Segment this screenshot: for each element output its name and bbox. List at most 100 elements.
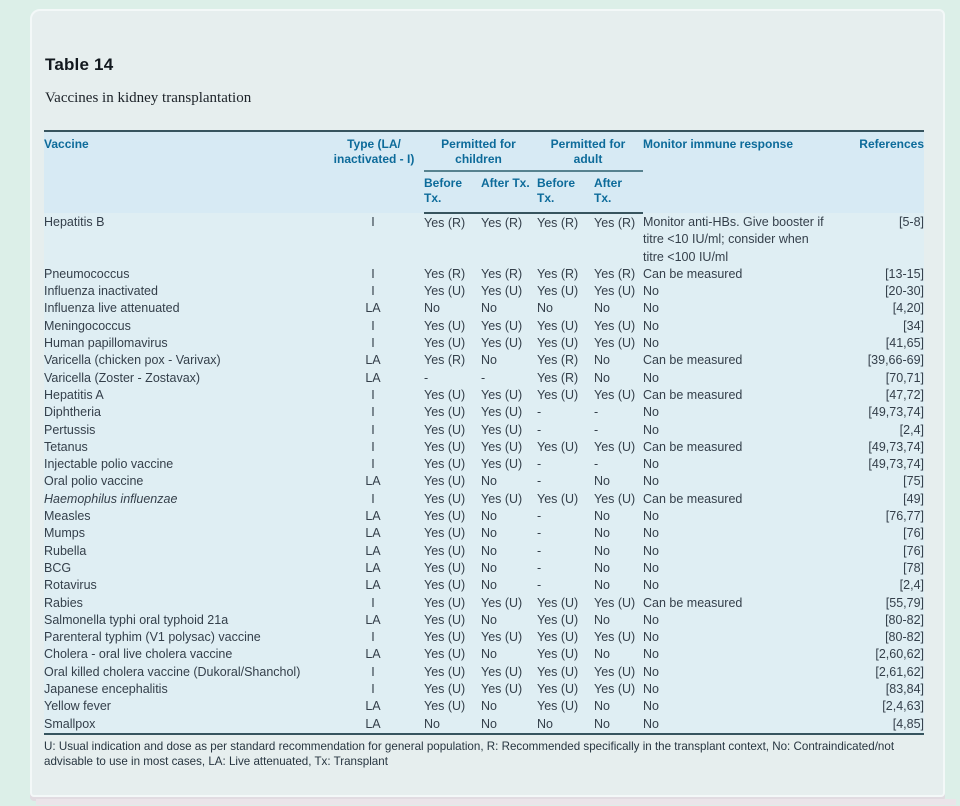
col-header-references: References xyxy=(859,137,924,151)
header-row-subcolumns: Before Tx. After Tx. Before Tx. After Tx… xyxy=(44,171,924,214)
cell-monitor: No xyxy=(643,318,659,333)
cell-adult-after: Yes (U) xyxy=(594,595,636,610)
cell-type: LA xyxy=(365,612,381,627)
cell-monitor: No xyxy=(643,301,659,316)
cell-child-before: - xyxy=(424,370,429,385)
cell-child-after: Yes (U) xyxy=(481,457,523,472)
cell-adult-after: Yes (U) xyxy=(594,336,636,351)
cell-adult-after: Yes (R) xyxy=(594,266,636,281)
cell-monitor: No xyxy=(643,405,659,420)
cell-vaccine: Tetanus xyxy=(44,439,88,454)
cell-monitor: No xyxy=(643,543,659,558)
cell-type: I xyxy=(371,682,375,697)
cell-refs: [49,73,74] xyxy=(868,439,924,454)
cell-vaccine: Injectable polio vaccine xyxy=(44,457,174,472)
cell-adult-after: No xyxy=(594,370,610,385)
cell-child-after: Yes (U) xyxy=(481,595,523,610)
cell-refs: [5-8] xyxy=(898,215,924,229)
col-header-children-after-tx: After Tx. xyxy=(481,171,537,214)
table-row: Tetanus I Yes (U) Yes (U) Yes (U) Yes (U) Can … xyxy=(44,439,924,456)
cell-adult-before: - xyxy=(537,526,542,541)
table-row: Rabies I Yes (U) Yes (U) Yes (U) Yes (U) Can b… xyxy=(44,595,924,612)
cell-child-before: Yes (U) xyxy=(424,284,466,299)
cell-vaccine: Yellow fever xyxy=(44,699,111,714)
cell-adult-before: Yes (R) xyxy=(537,370,579,385)
cell-refs: [80-82] xyxy=(885,612,924,627)
cell-type: I xyxy=(371,664,375,679)
cell-adult-after: Yes (U) xyxy=(594,284,636,299)
cell-child-before: Yes (U) xyxy=(424,422,466,437)
cell-type: I xyxy=(371,387,375,402)
table-row: Salmonella typhi oral typhoid 21a LA Yes (… xyxy=(44,612,924,629)
cell-monitor: No xyxy=(643,716,659,731)
cell-child-before: Yes (U) xyxy=(424,474,466,489)
table-row: Meningococcus I Yes (U) Yes (U) Yes (U) Yes (… xyxy=(44,318,924,335)
cell-child-before: Yes (R) xyxy=(424,266,466,281)
cell-monitor: Can be measured xyxy=(643,491,743,506)
table-row: Varicella (Zoster - Zostavax) LA - - Yes (R)… xyxy=(44,370,924,387)
col-header-children-before-tx: Before Tx. xyxy=(424,171,481,214)
cell-refs: [76] xyxy=(903,526,924,541)
cell-vaccine: Pertussis xyxy=(44,422,96,437)
cell-type: I xyxy=(371,284,375,299)
table-row: Mumps LA Yes (U) No - No No [76] xyxy=(44,525,924,542)
cell-monitor: Can be measured xyxy=(643,353,743,368)
cell-vaccine: Varicella (chicken pox - Varivax) xyxy=(44,353,221,368)
cell-child-after: Yes (R) xyxy=(481,216,523,230)
cell-child-before: Yes (U) xyxy=(424,647,466,662)
cell-adult-after: No xyxy=(594,353,610,368)
vaccine-table-body: Hepatitis B I Yes (R) Yes (R) Yes (R) Yes (R)… xyxy=(44,213,924,734)
cell-child-after: No xyxy=(481,543,497,558)
cell-type: I xyxy=(371,457,375,472)
cell-type: LA xyxy=(365,509,381,524)
cell-child-before: Yes (U) xyxy=(424,526,466,541)
cell-refs: [49,73,74] xyxy=(868,405,924,420)
cell-child-after: No xyxy=(481,301,497,316)
cell-refs: [2,4] xyxy=(899,578,924,593)
cell-type: I xyxy=(371,630,375,645)
cell-child-before: Yes (U) xyxy=(424,336,466,351)
cell-child-before: Yes (U) xyxy=(424,457,466,472)
col-header-type-line1: Type (LA/ xyxy=(347,137,401,151)
cell-child-after: Yes (U) xyxy=(481,439,523,454)
cell-adult-after: Yes (R) xyxy=(594,216,636,230)
cell-child-before: Yes (U) xyxy=(424,560,466,575)
cell-child-before: Yes (U) xyxy=(424,543,466,558)
cell-adult-before: No xyxy=(537,716,553,731)
table-row: Yellow fever LA Yes (U) No Yes (U) No No [2,4,6… xyxy=(44,698,924,715)
cell-child-after: No xyxy=(481,647,497,662)
cell-adult-after: Yes (U) xyxy=(594,664,636,679)
cell-child-before: No xyxy=(424,716,440,731)
cell-adult-before: Yes (R) xyxy=(537,266,579,281)
cell-vaccine: BCG xyxy=(44,560,72,575)
cell-refs: [80-82] xyxy=(885,630,924,645)
cell-child-after: No xyxy=(481,509,497,524)
cell-adult-after: - xyxy=(594,405,599,420)
cell-adult-before: Yes (U) xyxy=(537,284,579,299)
cell-type: I xyxy=(371,491,375,506)
cell-adult-after: No xyxy=(594,699,610,714)
cell-adult-after: Yes (U) xyxy=(594,630,636,645)
cell-type: LA xyxy=(365,716,381,731)
cell-child-before: Yes (U) xyxy=(424,318,466,333)
cell-vaccine: Pneumococcus xyxy=(44,266,130,281)
table-row: Measles LA Yes (U) No - No No [76,77] xyxy=(44,508,924,525)
cell-type: I xyxy=(371,336,375,351)
table-row: Oral polio vaccine LA Yes (U) No - No No [75] xyxy=(44,473,924,490)
cell-refs: [4,85] xyxy=(892,716,924,731)
cell-monitor: No xyxy=(643,474,659,489)
cell-refs: [83,84] xyxy=(885,682,924,697)
cell-adult-after: - xyxy=(594,457,599,472)
cell-adult-before: Yes (U) xyxy=(537,699,579,714)
cell-type: I xyxy=(371,405,375,420)
cell-monitor: No xyxy=(643,578,659,593)
cell-monitor: Can be measured xyxy=(643,439,743,454)
cell-child-before: Yes (U) xyxy=(424,664,466,679)
cell-monitor: No xyxy=(643,284,659,299)
table-row: Hepatitis B I Yes (R) Yes (R) Yes (R) Yes (R)… xyxy=(44,213,924,266)
cell-adult-before: - xyxy=(537,543,542,558)
cell-refs: [76] xyxy=(903,543,924,558)
cell-child-after: No xyxy=(481,560,497,575)
cell-child-after: Yes (U) xyxy=(481,682,523,697)
